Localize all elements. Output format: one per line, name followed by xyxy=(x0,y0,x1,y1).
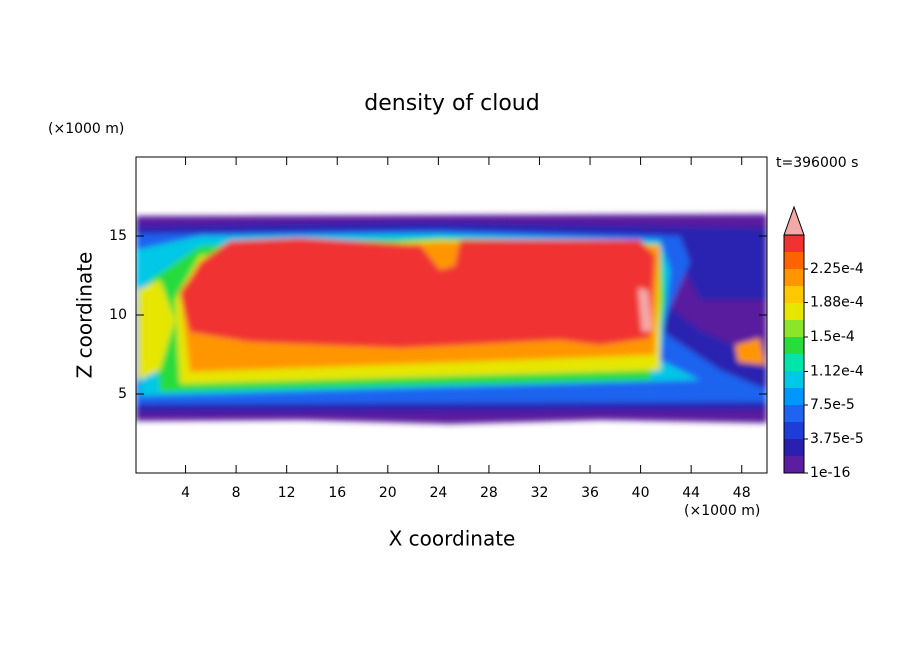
x-tick-label: 8 xyxy=(232,485,241,501)
colorbar-band xyxy=(784,371,804,388)
x-tick-label: 12 xyxy=(278,485,296,501)
x-tick-label: 36 xyxy=(581,485,599,501)
colorbar-tick-label: 1.12e-4 xyxy=(810,363,864,379)
y-tick-label: 15 xyxy=(109,228,127,244)
colorbar-band xyxy=(784,286,804,303)
x-tick-label: 44 xyxy=(682,485,700,501)
field-layer xyxy=(138,280,175,380)
chart-title: density of cloud xyxy=(364,91,539,116)
colorbar-tick-label: 1e-16 xyxy=(810,465,850,481)
contour-field xyxy=(136,214,767,424)
colorbar-band xyxy=(784,439,804,456)
colorbar-band xyxy=(784,269,804,286)
y-axis-label: Z coordinate xyxy=(73,252,97,379)
colorbar-frame xyxy=(783,234,805,474)
colorbar-tick-label: 3.75e-5 xyxy=(810,431,864,447)
field-layer xyxy=(638,288,652,332)
y-unit: (×1000 m) xyxy=(48,121,124,137)
y-tick-label: 10 xyxy=(109,307,127,323)
colorbar-band xyxy=(784,235,804,252)
colorbar-tick-label: 1.88e-4 xyxy=(810,295,864,311)
field-layer xyxy=(180,238,655,348)
y-tick-label: 5 xyxy=(118,386,127,402)
colorbar-band xyxy=(784,337,804,354)
colorbar-tick-label: 1.5e-4 xyxy=(810,329,855,345)
colorbar-band xyxy=(784,303,804,320)
colorbar-extension xyxy=(783,205,805,236)
x-axis-label: X coordinate xyxy=(389,527,516,551)
x-tick-label: 32 xyxy=(531,485,549,501)
field-layer xyxy=(735,338,765,365)
colorbar-tick-label: 2.25e-4 xyxy=(810,261,864,277)
time-label: t=396000 s xyxy=(776,155,858,171)
colorbar-band xyxy=(784,354,804,371)
colorbar-band xyxy=(784,422,804,439)
colorbar-band xyxy=(784,456,804,473)
x-tick-label: 28 xyxy=(480,485,498,501)
x-tick-label: 16 xyxy=(328,485,346,501)
field-layers xyxy=(136,214,767,424)
x-tick-label: 4 xyxy=(181,485,190,501)
x-tick-label: 48 xyxy=(733,485,751,501)
x-tick-label: 24 xyxy=(429,485,447,501)
colorbar: 1e-16 3.75e-5 7.5e-5 1.12e-4 1.5e-4 1.88e-4 2.… xyxy=(783,205,864,481)
colorbar-tick-label: 7.5e-5 xyxy=(810,397,855,413)
x-unit: (×1000 m) xyxy=(684,503,760,519)
x-tick-label: 20 xyxy=(379,485,397,501)
colorbar-band xyxy=(784,320,804,337)
colorbar-band xyxy=(784,388,804,405)
colorbar-band xyxy=(784,252,804,269)
colorbar-band xyxy=(784,405,804,422)
x-tick-label: 40 xyxy=(632,485,650,501)
